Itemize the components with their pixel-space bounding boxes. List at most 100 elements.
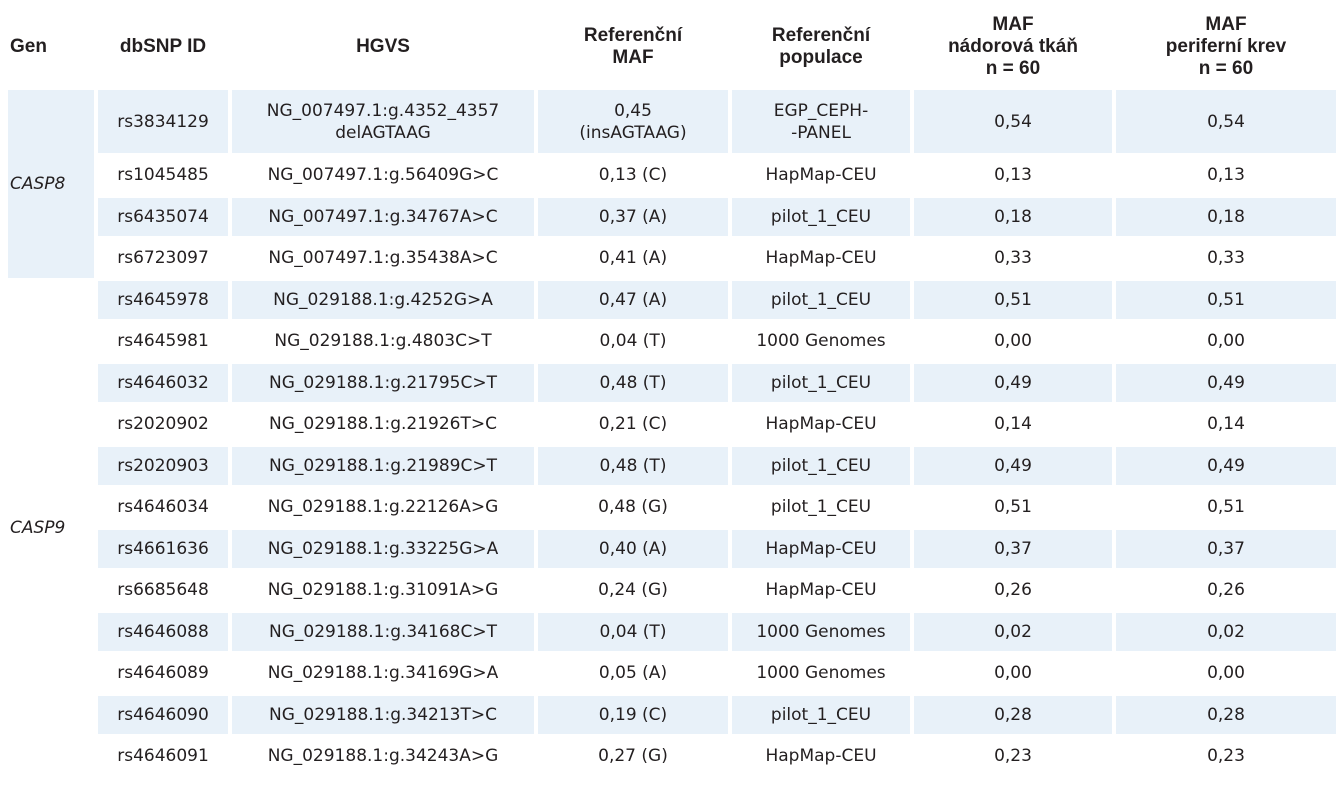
gene-name-cell: CASP9	[10, 518, 66, 538]
reference-maf-cell: 0,24 (G)	[598, 580, 668, 601]
reference-maf-cell: 0,40 (A)	[538, 529, 728, 568]
maf-tumor-cell: 0,54	[914, 90, 1112, 153]
dbsnp-id-cell: rs3834129	[98, 90, 228, 153]
maf-tumor-cell: 0,00	[994, 663, 1032, 684]
hgvs-cell: NG_029188.1:g.4803C>T	[274, 331, 492, 352]
table-row: rs6685648 NG_029188.1:g.31091A>G 0,24 (G) H…	[8, 571, 1336, 610]
maf-tumor-cell: 0,26	[994, 580, 1032, 601]
maf-tumor-cell: 0,18	[914, 197, 1112, 236]
table-row: CASP8 rs3834129 NG_007497.1:g.4352_4357 de…	[8, 90, 1336, 278]
table-row: CASP9 rs4645978 NG_029188.1:g.4252G>A 0,47 …	[8, 280, 1336, 538]
table-row: rs4646090 NG_029188.1:g.34213T>C 0,19 (C) p…	[8, 695, 1336, 734]
reference-population-cell: 1000 Genomes	[756, 663, 886, 684]
reference-maf-cell: 0,37 (A)	[538, 197, 728, 236]
maf-blood-cell: 0,49	[1116, 446, 1336, 485]
reference-maf-cell: 0,21 (C)	[598, 414, 668, 435]
reference-population-cell: pilot_1_CEU	[732, 695, 910, 734]
dbsnp-id-cell: rs4645981	[117, 331, 209, 352]
table-row: rs6723097 NG_007497.1:g.35438A>C 0,41 (A) H…	[8, 239, 1336, 278]
table-row: rs4646088 NG_029188.1:g.34168C>T 0,04 (T) 1…	[8, 612, 1336, 651]
table-row: rs4646032 NG_029188.1:g.21795C>T 0,48 (T) p…	[8, 363, 1336, 402]
table-row: rs1045485 NG_007497.1:g.56409G>C 0,13 (C) H…	[8, 156, 1336, 195]
reference-population-cell: 1000 Genomes	[756, 331, 886, 352]
maf-tumor-cell: 0,28	[914, 695, 1112, 734]
hgvs-cell: NG_029188.1:g.34213T>C	[232, 695, 534, 734]
reference-population-cell: pilot_1_CEU	[732, 280, 910, 319]
table-row: rs4645981 NG_029188.1:g.4803C>T 0,04 (T) 10…	[8, 322, 1336, 361]
maf-tumor-cell: 0,02	[914, 612, 1112, 651]
maf-blood-cell: 0,00	[1207, 663, 1245, 684]
table-row: rs4646091 NG_029188.1:g.34243A>G 0,27 (G) H…	[8, 737, 1336, 776]
hgvs-cell: NG_007497.1:g.56409G>C	[267, 165, 499, 186]
header-maf-peripheral-blood: MAF periferní krev n = 60	[1165, 14, 1287, 79]
dbsnp-id-cell: rs4661636	[98, 529, 228, 568]
maf-tumor-cell: 0,23	[994, 746, 1032, 767]
maf-blood-cell: 0,54	[1116, 90, 1336, 153]
header-hgvs: HGVS	[356, 36, 410, 57]
maf-blood-cell: 0,51	[1116, 280, 1336, 319]
reference-maf-cell: 0,19 (C)	[538, 695, 728, 734]
table-body: CASP8 rs3834129 NG_007497.1:g.4352_4357 de…	[8, 90, 1336, 776]
header-row: Gen dbSNP ID HGVS Referenční MAF Referen…	[8, 7, 1336, 87]
maf-tumor-cell: 0,49	[914, 446, 1112, 485]
reference-population-cell: HapMap-CEU	[765, 580, 877, 601]
maf-tumor-cell: 0,33	[994, 248, 1032, 269]
dbsnp-id-cell: rs2020902	[117, 414, 209, 435]
reference-maf-cell: 0,48 (T)	[538, 446, 728, 485]
reference-population-cell: pilot_1_CEU	[732, 363, 910, 402]
snp-maf-table: Gen dbSNP ID HGVS Referenční MAF Referen…	[4, 4, 1337, 779]
hgvs-cell: NG_029188.1:g.34243A>G	[267, 746, 499, 767]
reference-population-cell: pilot_1_CEU	[732, 446, 910, 485]
hgvs-cell: NG_029188.1:g.34168C>T	[232, 612, 534, 651]
dbsnp-id-cell: rs4646091	[117, 746, 209, 767]
dbsnp-id-cell: rs2020903	[98, 446, 228, 485]
maf-blood-cell: 0,02	[1116, 612, 1336, 651]
reference-population-cell: pilot_1_CEU	[770, 497, 872, 518]
dbsnp-id-cell: rs6435074	[98, 197, 228, 236]
maf-blood-cell: 0,00	[1207, 331, 1245, 352]
hgvs-cell: NG_029188.1:g.21795C>T	[232, 363, 534, 402]
reference-maf-cell: 0,27 (G)	[598, 746, 668, 767]
reference-maf-cell: 0,04 (T)	[599, 331, 667, 352]
maf-blood-cell: 0,51	[1207, 497, 1245, 518]
dbsnp-id-cell: rs4646089	[117, 663, 209, 684]
maf-blood-cell: 0,14	[1207, 414, 1245, 435]
table-row: rs2020903 NG_029188.1:g.21989C>T 0,48 (T) p…	[8, 446, 1336, 485]
reference-maf-cell: 0,47 (A)	[538, 280, 728, 319]
table-header: Gen dbSNP ID HGVS Referenční MAF Referen…	[8, 7, 1336, 87]
header-gen: Gen	[10, 36, 47, 57]
reference-population-cell: EGP_CEPH- -PANEL	[732, 90, 910, 153]
hgvs-cell: NG_007497.1:g.4352_4357 delAGTAAG	[232, 90, 534, 153]
reference-population-cell: HapMap-CEU	[765, 746, 877, 767]
dbsnp-id-cell: rs6685648	[117, 580, 209, 601]
reference-maf-cell: 0,04 (T)	[538, 612, 728, 651]
reference-maf-cell: 0,45 (insAGTAAG)	[538, 90, 728, 153]
reference-population-cell: pilot_1_CEU	[732, 197, 910, 236]
hgvs-cell: NG_007497.1:g.34767A>C	[232, 197, 534, 236]
table-row: rs4661636 NG_029188.1:g.33225G>A 0,40 (A) H…	[8, 529, 1336, 568]
reference-maf-cell: 0,48 (T)	[538, 363, 728, 402]
dbsnp-id-cell: rs4646088	[98, 612, 228, 651]
header-dbsnp-id: dbSNP ID	[119, 36, 207, 57]
hgvs-cell: NG_029188.1:g.21926T>C	[268, 414, 497, 435]
hgvs-cell: NG_029188.1:g.31091A>G	[267, 580, 499, 601]
header-reference-population: Referenční populace	[771, 25, 871, 68]
reference-population-cell: HapMap-CEU	[765, 414, 877, 435]
table-row: rs4646089 NG_029188.1:g.34169G>A 0,05 (A) 1…	[8, 654, 1336, 693]
reference-population-cell: 1000 Genomes	[732, 612, 910, 651]
dbsnp-id-cell: rs1045485	[117, 165, 209, 186]
maf-tumor-cell: 0,51	[994, 497, 1032, 518]
maf-tumor-cell: 0,49	[914, 363, 1112, 402]
dbsnp-id-cell: rs4646090	[98, 695, 228, 734]
reference-maf-cell: 0,05 (A)	[598, 663, 668, 684]
hgvs-cell: NG_029188.1:g.33225G>A	[232, 529, 534, 568]
table-row: rs4646034 NG_029188.1:g.22126A>G 0,48 (G) p…	[8, 488, 1336, 527]
maf-blood-cell: 0,33	[1207, 248, 1245, 269]
maf-blood-cell: 0,26	[1207, 580, 1245, 601]
maf-tumor-cell: 0,00	[994, 331, 1032, 352]
maf-tumor-cell: 0,14	[994, 414, 1032, 435]
maf-blood-cell: 0,13	[1207, 165, 1245, 186]
hgvs-cell: NG_007497.1:g.35438A>C	[268, 248, 498, 269]
reference-population-cell: HapMap-CEU	[732, 529, 910, 568]
maf-tumor-cell: 0,13	[994, 165, 1032, 186]
